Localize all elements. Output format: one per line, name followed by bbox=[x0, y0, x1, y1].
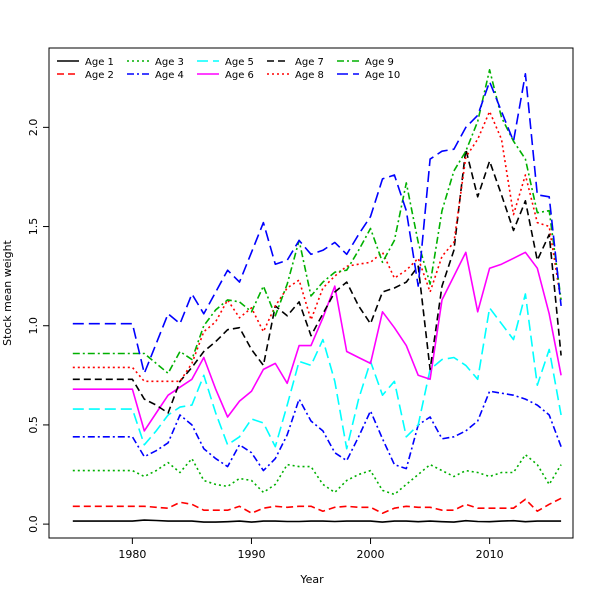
legend-label-age-9: Age 9 bbox=[365, 57, 394, 68]
legend-label-age-2: Age 2 bbox=[85, 70, 114, 81]
series-layer bbox=[72, 69, 562, 523]
series-line-age-2 bbox=[72, 497, 562, 515]
x-tick-label: 2010 bbox=[476, 548, 504, 561]
legend-label-age-3: Age 3 bbox=[155, 57, 184, 68]
series-line-age-8 bbox=[72, 110, 562, 383]
legend-label-age-5: Age 5 bbox=[225, 57, 254, 68]
y-axis-label: Stock mean weight bbox=[1, 239, 14, 345]
series-line-age-10 bbox=[72, 73, 562, 375]
legend-label-age-1: Age 1 bbox=[85, 57, 114, 68]
x-tick-label: 1980 bbox=[118, 548, 146, 561]
legend-label-age-6: Age 6 bbox=[225, 70, 254, 81]
y-tick-label: 0.5 bbox=[27, 416, 40, 434]
y-tick-label: 1.5 bbox=[27, 218, 40, 236]
legend-label-age-10: Age 10 bbox=[365, 70, 400, 81]
series-line-age-7 bbox=[72, 148, 562, 414]
legend-label-age-7: Age 7 bbox=[295, 57, 324, 68]
x-tick-label: 2000 bbox=[357, 548, 385, 561]
legend: Age 1 Age 2 Age 3 Age 4 Age 5 Age 6 Age 7 Age 8… bbox=[57, 57, 400, 81]
series-line-age-4 bbox=[72, 390, 562, 472]
legend-label-age-4: Age 4 bbox=[155, 70, 184, 81]
series-line-age-5 bbox=[72, 293, 562, 450]
y-tick-label: 0.0 bbox=[27, 515, 40, 533]
y-tick-label: 2.0 bbox=[27, 119, 40, 137]
x-tick-label: 1990 bbox=[237, 548, 265, 561]
plot-frame bbox=[48, 47, 574, 539]
legend-label-age-8: Age 8 bbox=[295, 70, 324, 81]
series-line-age-6 bbox=[72, 251, 562, 432]
series-line-age-1 bbox=[72, 519, 562, 523]
x-axis-label: Year bbox=[299, 573, 324, 586]
x-axis: 1980 1990 2000 2010 bbox=[118, 538, 504, 561]
series-line-age-9 bbox=[72, 69, 562, 375]
y-tick-label: 1.0 bbox=[27, 317, 40, 335]
y-axis: 0.0 0.5 1.0 1.5 2.0 bbox=[27, 119, 49, 533]
